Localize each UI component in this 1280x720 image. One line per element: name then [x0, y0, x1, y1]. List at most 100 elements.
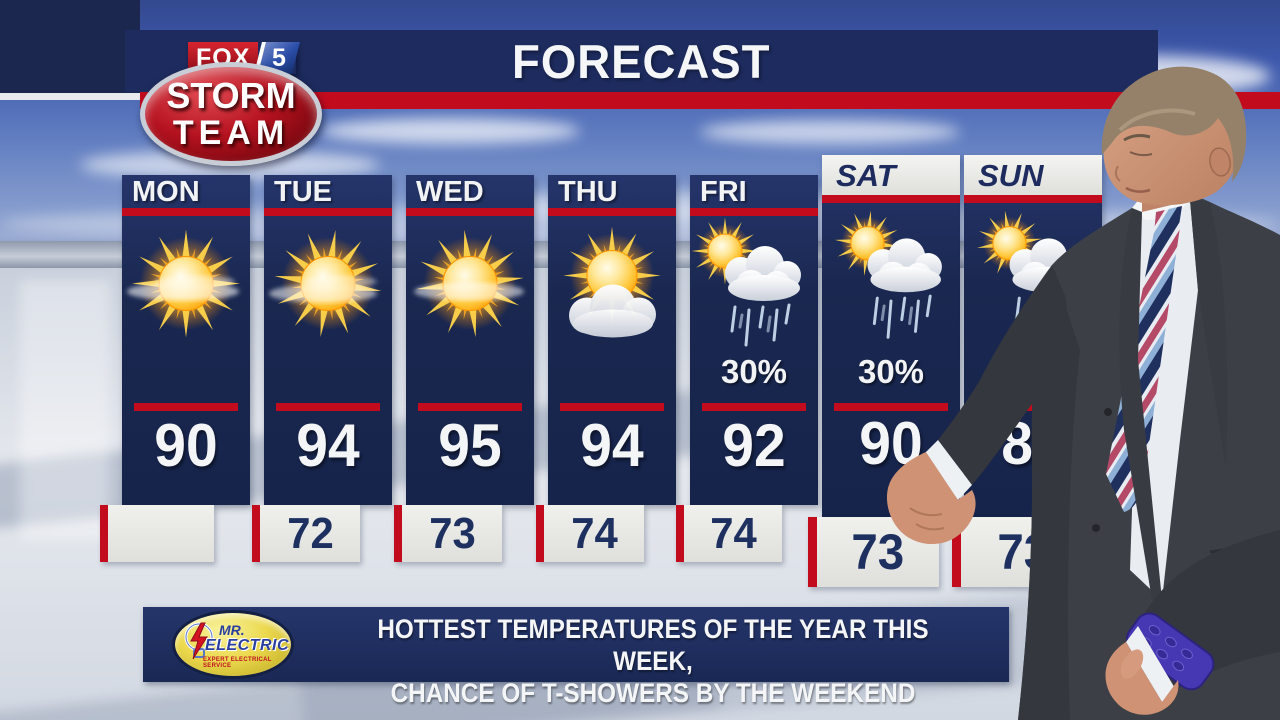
forecast-column-thu: THU 94 [548, 175, 676, 505]
high-temp: 94 [580, 412, 644, 479]
header-white-line [0, 93, 152, 100]
precip-chance: 30% [857, 353, 925, 390]
header-left-wall [0, 0, 140, 94]
high-temp: 95 [438, 412, 502, 479]
sponsor-name-top: MR. [219, 622, 245, 638]
low-accent-bar [100, 505, 108, 562]
page-title: FORECAST [512, 34, 771, 88]
jacket-button [1104, 408, 1112, 416]
precip-chance: 30% [720, 353, 788, 390]
right-hand [1105, 642, 1179, 715]
eye [1129, 151, 1153, 157]
ear [1209, 147, 1231, 177]
low-accent-bar [394, 505, 402, 562]
header-red-stripe [140, 92, 1280, 109]
sun-showers-icon [828, 208, 954, 350]
hair-highlight [1118, 108, 1196, 132]
sponsor-name-bottom: ELECTRIC [205, 637, 289, 654]
temp-divider-bar [834, 403, 948, 411]
weekend-day-header [822, 155, 960, 196]
cloud [320, 118, 580, 144]
sunny-icon [263, 215, 393, 350]
day-label: MON [132, 176, 200, 208]
mouth [1125, 186, 1151, 193]
low-box: 73 [817, 517, 939, 587]
finger-lines [909, 507, 945, 531]
high-temp: 90 [154, 412, 218, 479]
lightbulb-icon [184, 622, 214, 660]
forecast-column-wed: WED 95 [406, 175, 534, 505]
banner-text: HOTTEST TEMPERATURES OF THE YEAR THIS WE… [347, 613, 959, 709]
jacket-button [1092, 524, 1100, 532]
day-label: THU [558, 176, 618, 208]
thumb [1120, 649, 1144, 679]
storm-team-oval: STORM TEAM [140, 62, 322, 166]
low-temp-box-fri: 74 [676, 505, 782, 562]
nose [1114, 165, 1121, 182]
floor-highlight [20, 280, 110, 540]
right-shirt-cuff [1126, 626, 1176, 702]
remote-clicker [1126, 612, 1215, 691]
forecast-column-fri: FRI [689, 175, 819, 505]
left-arm-sleeve [938, 265, 1070, 485]
temp-divider-bar [134, 403, 238, 411]
day-label: SAT [836, 158, 896, 193]
storm-word: STORM [166, 75, 296, 116]
low-temp: 72 [286, 508, 334, 558]
temp-divider-bar [276, 403, 380, 411]
low-accent-bar [252, 505, 260, 562]
eyebrow [1123, 134, 1151, 142]
right-lapel [1190, 200, 1228, 470]
low-box: 72 [260, 505, 360, 562]
day-underline-bar [548, 208, 676, 216]
forecast-column-tue: TUE 94 [264, 175, 392, 505]
mr-electric-logo: MR. ELECTRIC EXPERT ELECTRICAL SERVICE [172, 610, 294, 679]
temp-divider-bar [418, 403, 522, 411]
low-accent-bar [676, 505, 684, 562]
team-word: TEAM [172, 114, 290, 152]
low-temp: 74 [570, 508, 618, 558]
left-lapel [1119, 208, 1162, 600]
day-label: TUE [274, 176, 332, 208]
temp-divider-bar [702, 403, 806, 411]
low-box: 74 [684, 505, 782, 562]
low-temp: 73 [428, 508, 476, 558]
sunny-icon [405, 215, 535, 350]
low-accent-bar [808, 517, 817, 587]
low-temp-box-sat: 73 [808, 517, 939, 587]
weekend-day-header [964, 155, 1102, 196]
day-underline-bar [264, 208, 392, 216]
tie [1106, 227, 1180, 512]
low-temp-box-wed: 73 [394, 505, 502, 562]
cloud [700, 120, 960, 144]
day-underline-bar [122, 208, 250, 216]
low-temp: 73 [851, 524, 905, 580]
low-box [108, 505, 214, 562]
day-label: FRI [700, 176, 747, 208]
low-temp-box-tue: 72 [252, 505, 360, 562]
high-temp: 94 [296, 412, 360, 479]
suit-shading [1018, 265, 1080, 720]
forecast-column-mon: MON 90 [122, 175, 250, 505]
tie-knot [1154, 206, 1182, 234]
hair [1101, 66, 1247, 182]
low-accent-bar [536, 505, 544, 562]
partly-sunny-icon [547, 215, 677, 350]
high-temp: 92 [722, 412, 786, 479]
low-temp-box-mon [100, 505, 214, 562]
low-temp-box-thu: 74 [536, 505, 644, 562]
day-underline-bar [690, 208, 818, 216]
day-underline-bar [964, 195, 1102, 203]
low-box: 73 [402, 505, 502, 562]
fox5-storm-team-logo: FOX 5 STORM TEAM [140, 38, 340, 170]
sunny-icon [121, 215, 251, 350]
left-shirt-cuff [924, 440, 972, 500]
left-hand [886, 452, 976, 545]
day-label: WED [416, 176, 484, 208]
sun-showers-icon [689, 215, 819, 350]
weather-presenter [886, 66, 1280, 720]
low-temp: 74 [709, 508, 757, 558]
low-accent-bar [952, 517, 961, 587]
banner-line-2: CHANCE OF T-SHOWERS BY THE WEEKEND [390, 678, 916, 708]
